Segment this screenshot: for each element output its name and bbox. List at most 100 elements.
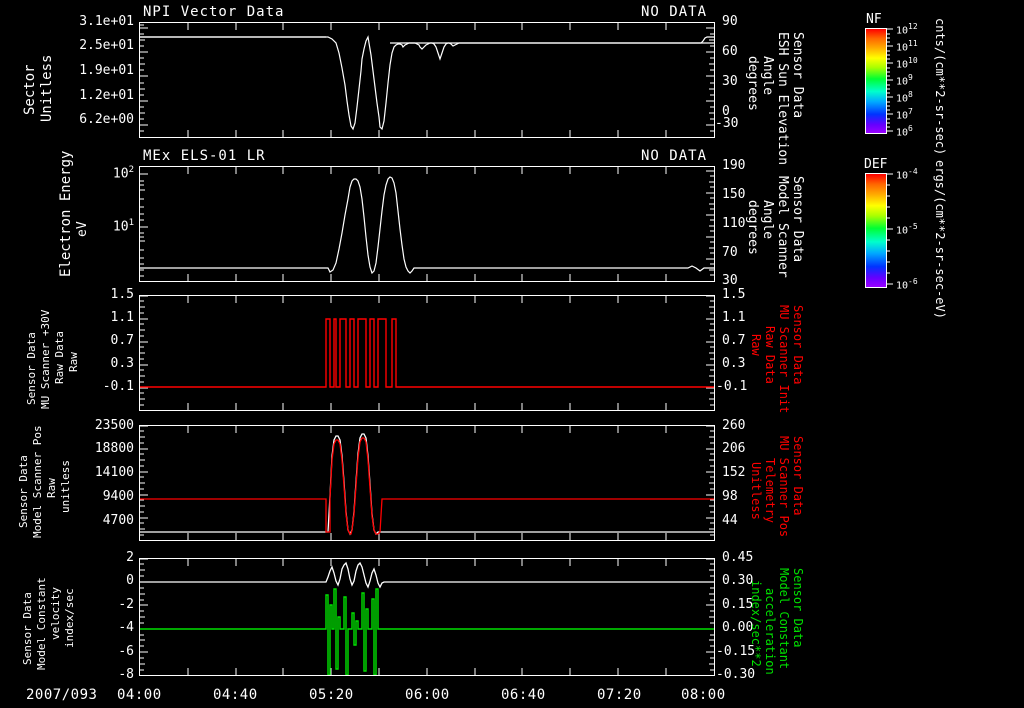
panel-3-left-axis-label-line-2: Raw Data <box>53 331 66 384</box>
panel-2-right-ytick-4: 30 <box>722 273 738 288</box>
panel-4-ytick-0: 23500 <box>94 418 134 433</box>
colorbar-nf-ticks <box>886 28 893 132</box>
panel-3-right-ytick-0: 1.5 <box>722 287 746 302</box>
colorbar-def-tick-2: 10-6 <box>896 277 918 292</box>
date-label: 2007/093 <box>26 687 98 703</box>
panel-1-trace <box>140 35 714 131</box>
panel-5-left-axis-label-line-0: Sensor Data <box>21 592 34 665</box>
panel-2-left-axis-label-line-0: Electron Energy <box>58 150 74 277</box>
xtick-label-1: 04:40 <box>213 687 258 703</box>
panel-2-ytick-0: 102 <box>112 165 134 182</box>
panel-1-ytick-4: 6.2e+00 <box>79 112 134 127</box>
xtick-label-0: 04:00 <box>117 687 162 703</box>
panel-4-left-axis-label-line-3: unitless <box>59 460 72 513</box>
panel-1-right-ytick-0: 90 <box>722 14 738 29</box>
xtick-label-5: 07:20 <box>597 687 642 703</box>
panel-1-right-ytick-2: 30 <box>722 74 738 89</box>
colorbar-nf-tick-0: 1012 <box>896 22 918 37</box>
colorbar-def-label: DEF <box>864 157 888 172</box>
panel-5-right-ytick-3: 0.00 <box>722 620 754 635</box>
panel-1-right-ytick-1: 60 <box>722 44 738 59</box>
colorbar-nf-label: NF <box>866 12 882 27</box>
panel-1-right-axis-label-line-0: Sensor Data <box>790 32 805 119</box>
panel-1-ytick-1: 2.5e+01 <box>79 38 134 53</box>
panel-2-ytick-1: 101 <box>112 218 134 235</box>
xtick-label-3: 06:00 <box>405 687 450 703</box>
xtick-label-4: 06:40 <box>501 687 546 703</box>
colorbar-nf-gradient <box>865 28 887 134</box>
panel-3-right-axis-label-line-0: Sensor Data <box>791 305 805 385</box>
colorbar-nf-tick-6: 106 <box>896 124 913 139</box>
panel-4-left-axis-label-line-1: Model Scanner Pos <box>31 425 44 538</box>
panel-5-right-axis-label-line-0: Sensor Data <box>791 568 805 648</box>
panel-4-right-ytick-2: 152 <box>722 465 746 480</box>
panel-3-ytick-4: -0.1 <box>102 379 134 394</box>
panel-4-trace-white <box>140 433 714 536</box>
colorbar-nf-tick-1: 1011 <box>896 39 918 54</box>
panel-1-left-axis-label-line-0: Sector <box>22 64 38 115</box>
panel-5-right-axis-label-line-3: index/sec**2 <box>749 580 763 667</box>
panel-2-right-axis-label-line-0: Sensor Data <box>790 176 805 263</box>
xtick-label-2: 05:20 <box>309 687 354 703</box>
panel-4-right-ytick-4: 44 <box>722 513 738 528</box>
panel-2-right-ytick-2: 110 <box>722 216 746 231</box>
panel-3-left-axis-label-line-3: Raw <box>67 352 80 372</box>
panel-5-frame <box>139 558 715 676</box>
colorbar-nf-tick-5: 107 <box>896 107 913 122</box>
panel-1-right-axis-label-line-2: Angle <box>760 56 775 96</box>
panel-4-ytick-3: 9400 <box>102 489 134 504</box>
colorbar-def-ticks <box>886 173 893 285</box>
panel-3-trace <box>140 318 714 388</box>
panel-4-ytick-2: 14100 <box>94 465 134 480</box>
panel-5-right-axis-label-line-1: Model Constant <box>777 568 791 670</box>
panel-3-ytick-3: 0.3 <box>110 356 134 371</box>
panel-3-right-ytick-3: 0.3 <box>722 356 746 371</box>
panel-5-right-axis-label-line-2: acceleration <box>763 588 777 675</box>
panel-4-right-ytick-0: 260 <box>722 418 746 433</box>
panel-2-trace <box>140 176 714 275</box>
panel-5-right-ytick-0: 0.45 <box>722 550 754 565</box>
panel-1-status: NO DATA <box>641 4 708 20</box>
panel-2-title: MEx ELS-01 LR <box>143 148 266 164</box>
panel-5-plot <box>140 559 714 675</box>
panel-5-right-ytick-1: 0.30 <box>722 573 754 588</box>
colorbar-nf-tick-2: 1010 <box>896 56 918 71</box>
panel-3-left-axis-label-line-0: Sensor Data <box>25 332 38 405</box>
panel-4-right-axis-label-line-1: MU Scanner Pos <box>777 436 791 538</box>
panel-5-ytick-3: -4 <box>118 620 134 635</box>
panel-4-frame <box>139 425 715 541</box>
panel-3-plot <box>140 296 714 410</box>
panel-1-left-axis-label-line-1: Unitless <box>39 54 55 122</box>
panel-3-right-axis-label-line-3: Raw <box>749 334 763 356</box>
panel-2-right-ytick-0: 190 <box>722 158 746 173</box>
panel-5-ytick-2: -2 <box>118 597 134 612</box>
panel-1-plot <box>140 23 714 137</box>
panel-3-right-axis-label-line-1: MU Scanner Init <box>777 305 791 414</box>
panel-5-trace-white <box>140 561 714 589</box>
panel-1-right-ytick-3: 0 <box>722 104 730 119</box>
panel-2-left-axis-label-line-1: eV <box>75 221 90 237</box>
panel-4-right-ytick-3: 98 <box>722 489 738 504</box>
panel-5-ytick-0: 2 <box>126 550 134 565</box>
panel-3-ytick-2: 0.7 <box>110 333 134 348</box>
panel-2-plot <box>140 167 714 281</box>
panel-5-left-axis-label-line-2: velocity <box>49 587 62 640</box>
panel-3-left-axis-label-line-1: MU Scanner +30V <box>39 309 52 409</box>
panel-4-ytick-4: 4700 <box>102 513 134 528</box>
panel-3-ytick-1: 1.1 <box>110 310 134 325</box>
panel-5-left-axis-label-line-3: index/sec <box>63 588 76 648</box>
panel-4-left-axis-label-line-2: Raw <box>45 478 58 498</box>
panel-1-right-axis-label-line-1: ESH Sun Elevation <box>775 32 790 166</box>
panel-4-trace-red <box>140 437 714 535</box>
panel-5-trace-green <box>140 588 714 675</box>
panel-4-right-axis-label-line-0: Sensor Data <box>791 436 805 516</box>
panel-5-right-ytick-4: -0.15 <box>716 644 756 659</box>
panel-4-right-ytick-1: 206 <box>722 441 746 456</box>
panel-5-right-ytick-2: 0.15 <box>722 597 754 612</box>
panel-2-status: NO DATA <box>641 148 708 164</box>
panel-1-ytick-0: 3.1e+01 <box>79 14 134 29</box>
panel-2-right-axis-label-line-3: degrees <box>745 200 760 255</box>
panel-3-right-ytick-1: 1.1 <box>722 310 746 325</box>
panel-1-title: NPI Vector Data <box>143 4 285 20</box>
